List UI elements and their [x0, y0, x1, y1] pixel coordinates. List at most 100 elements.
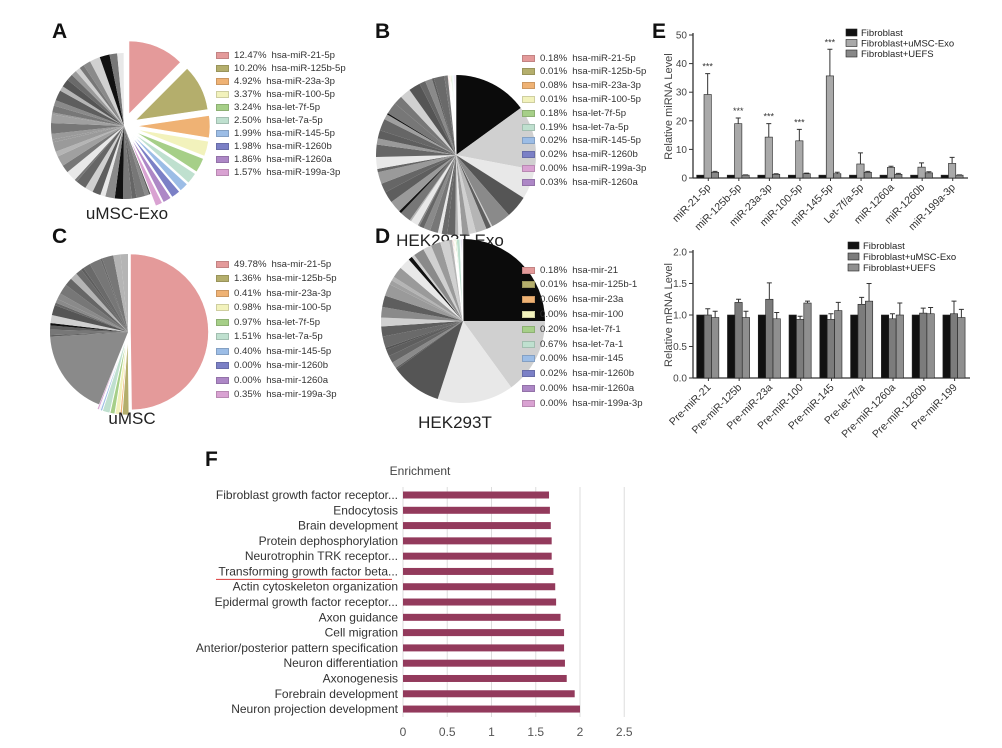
pie-slice-labeled [96, 336, 127, 411]
bar [741, 174, 750, 179]
error-bar [773, 173, 779, 175]
legend-swatch [522, 123, 535, 131]
pie-slice [394, 96, 456, 155]
bar [894, 173, 903, 179]
pie-slice [67, 74, 124, 126]
bar [726, 174, 735, 179]
pie-slice [381, 306, 463, 321]
legend-percent: 49.78% [234, 258, 267, 270]
legend-percent: 0.02% [540, 368, 568, 380]
pie-slice [377, 155, 456, 173]
pie-slice [408, 256, 463, 321]
legend-swatch [522, 82, 535, 90]
pie-slice [102, 255, 128, 332]
pie-slice-labeled [114, 336, 128, 415]
legend-swatch [216, 362, 229, 369]
pie-slice [382, 321, 463, 348]
pie-slice-labeled [136, 115, 211, 139]
pie-slice [51, 114, 124, 126]
bar [727, 314, 736, 379]
error-bar [766, 282, 772, 300]
pie-slice [60, 86, 124, 126]
legend-percent: 1.36% [234, 273, 262, 284]
error-bar [835, 301, 841, 311]
category-label: Protein dephosphorylation [259, 534, 398, 548]
legend-entry: 0.01% hsa-miR-100-5p [522, 93, 641, 105]
pie-slice [62, 79, 124, 126]
bar [696, 174, 705, 179]
pie-slice [52, 126, 125, 143]
pie-slice [53, 100, 124, 126]
legend-swatch [216, 333, 229, 340]
pie-slice [124, 126, 146, 198]
legend-swatch [216, 156, 229, 164]
legend-label: hsa-miR-100-5p [266, 88, 335, 100]
legend-label: hsa-mir-21-5p [271, 258, 332, 270]
legend-percent: 0.01% [540, 66, 568, 78]
legend-percent: 0.02% [540, 135, 568, 147]
legend-entry: 0.20% hsa-let-7f-1 [522, 323, 621, 335]
chart-title: Enrichment [390, 464, 451, 478]
bar [917, 166, 926, 179]
legend-percent: 0.20% [540, 323, 568, 335]
error-bar [736, 298, 742, 303]
legend-swatch [216, 77, 229, 85]
bar [703, 94, 712, 179]
category-label: Endocytosis [333, 503, 398, 517]
pie-slice [399, 155, 456, 214]
error-bar [866, 283, 872, 302]
bar [879, 174, 888, 179]
panel-letter: F [205, 448, 218, 471]
legend-swatch [522, 68, 535, 76]
legend-percent: 12.47% [234, 49, 267, 61]
bar [734, 302, 743, 379]
legend-label: hsa-mir-1260b [572, 368, 635, 380]
pie-slice [395, 321, 463, 370]
pie-slice [385, 155, 456, 203]
legend-swatch [845, 39, 858, 47]
legend-entry: 1.51% hsa-let-7a-5p [216, 331, 323, 343]
enrichment-bar [403, 567, 554, 575]
legend-entry: 0.67% hsa-let-7a-1 [522, 338, 623, 350]
legend-label: hsa-mir-1260b [266, 360, 329, 371]
legend-label: hsa-mir-100 [572, 308, 624, 320]
x-tick-label: 2.5 [616, 725, 633, 739]
legend-entry: 0.18% hsa-miR-21-5p [522, 52, 636, 64]
pie-slice [117, 53, 124, 126]
legend-entry: 0.00% hsa-mir-1260a [216, 374, 328, 386]
y-tick-label: 0.0 [673, 374, 687, 385]
y-tick-label: 30 [676, 88, 688, 99]
legend-label: hsa-mir-1260a [266, 374, 329, 386]
panel-letter: E [652, 20, 666, 43]
legend-label: hsa-miR-23a-3p [572, 80, 641, 92]
legend-swatch [522, 384, 535, 392]
legend-entry: 1.98% hsa-miR-1260b [216, 141, 332, 153]
pie-title: HEK293T [418, 413, 492, 432]
pie-slice [456, 155, 463, 235]
legend-label: hsa-miR-125b-5p [271, 62, 346, 74]
bar [910, 174, 919, 179]
error-bar [797, 315, 803, 320]
pie-slice [76, 269, 128, 332]
legend-entry: 3.37% hsa-miR-100-5p [216, 88, 335, 100]
bar [765, 298, 774, 379]
legend-percent: 0.41% [234, 287, 262, 299]
pie-slice [50, 314, 128, 332]
pie-slice [456, 155, 535, 198]
bar [850, 314, 859, 379]
legend-label: hsa-mir-100-5p [266, 302, 332, 313]
x-tick-label: Pre-miR-1260a [839, 382, 898, 441]
pie-slice [423, 245, 463, 321]
pie-slice [392, 321, 463, 368]
legend-label: hsa-mir-1260a [572, 382, 635, 394]
pie-slice [431, 242, 463, 321]
pie-slice [456, 75, 521, 155]
bar [940, 174, 949, 179]
pie-slice [120, 254, 128, 332]
enrichment-bar-chart: Enrichment 0 0.5 1 1.5 2 2.5 Fibroblast growth … [196, 464, 633, 739]
legend-entry: 0.00% hsa-mir-145 [522, 353, 623, 365]
error-bar [743, 310, 749, 318]
bar [796, 319, 805, 379]
legend-label: Fibroblast+uMSC-Exo [863, 252, 956, 263]
